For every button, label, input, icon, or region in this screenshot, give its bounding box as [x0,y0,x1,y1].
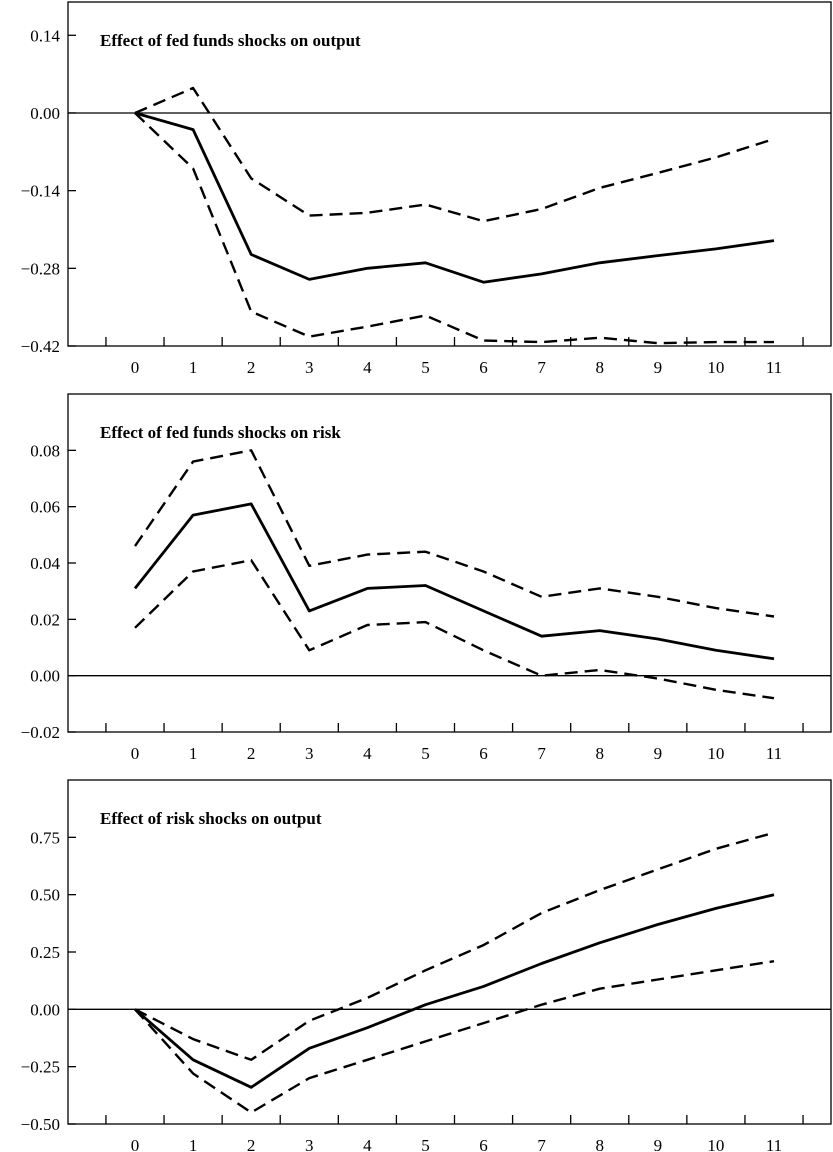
x-tick-label: 0 [131,358,140,377]
chart-title: Effect of fed funds shocks on output [100,31,361,50]
x-tick-label: 2 [247,1136,256,1152]
y-tick-label: 0.50 [30,886,60,905]
chart-panel-2: Effect of fed funds shocks on risk 0.08 0.… [21,393,832,763]
x-tick-label: 3 [305,1136,314,1152]
x-tick-label: 11 [766,744,782,763]
x-tick-label: 9 [654,744,663,763]
y-tick-label: 0.00 [30,104,60,123]
y-tick-label: 0.25 [30,943,60,962]
x-tick-label: 7 [537,1136,546,1152]
x-tick-label: 11 [766,1136,782,1152]
y-tick-label: 0.14 [30,26,60,45]
x-tick-label: 5 [421,744,430,763]
chart-title: Effect of risk shocks on output [100,809,322,828]
x-tick-label: 4 [363,358,372,377]
x-tick-label: 6 [479,358,488,377]
x-tick-label: 9 [654,358,663,377]
plot-frame [67,393,832,733]
y-tick-label: 0.00 [30,1000,60,1019]
plot-frame [67,1,832,347]
y-tick-label: −0.14 [21,182,61,201]
x-tick-label: 5 [421,1136,430,1152]
x-tick-label: 10 [707,744,724,763]
x-tick-label: 8 [595,358,604,377]
y-tick-label: −0.25 [21,1058,60,1077]
x-tick-label: 8 [595,1136,604,1152]
x-tick-label: 1 [189,744,198,763]
y-tick-label: 0.08 [30,441,60,460]
confidence-band-line [134,960,775,1114]
y-tick-label: −0.02 [21,723,60,742]
impulse-response-line [133,502,775,661]
confidence-band-line [134,449,775,618]
chart-panel-3: Effect of risk shocks on output 0.75 0.50 0… [21,779,832,1152]
x-tick-label: 8 [595,744,604,763]
confidence-band-line [134,831,775,1062]
x-tick-label: 6 [479,744,488,763]
x-tick-label: 2 [247,744,256,763]
y-tick-label: −0.28 [21,259,60,278]
plot-frame [67,779,832,1125]
y-tick-label: −0.50 [21,1115,60,1134]
x-tick-label: 3 [305,744,314,763]
x-tick-label: 7 [537,358,546,377]
x-tick-label: 10 [707,1136,724,1152]
x-tick-label: 9 [654,1136,663,1152]
x-tick-label: 0 [131,744,140,763]
x-tick-label: 4 [363,1136,372,1152]
x-tick-label: 10 [707,358,724,377]
y-tick-label: 0.04 [30,554,60,573]
x-tick-label: 4 [363,744,372,763]
impulse-response-line [134,893,775,1089]
x-tick-label: 7 [537,744,546,763]
confidence-band-line [134,112,774,345]
confidence-band-line [134,559,775,700]
x-tick-label: 11 [766,358,782,377]
x-tick-label: 1 [189,358,198,377]
y-tick-label: −0.42 [21,337,60,356]
chart-title: Effect of fed funds shocks on risk [100,423,341,442]
y-tick-label: 0.00 [30,667,60,686]
impulse-response-line [134,111,775,284]
x-tick-label: 0 [131,1136,140,1152]
y-tick-label: 0.02 [30,610,60,629]
chart-panel-1: Effect of fed funds shocks on output 0.14… [21,1,832,377]
x-tick-label: 6 [479,1136,488,1152]
confidence-band-line [134,86,775,223]
y-tick-label: 0.06 [30,498,60,517]
x-tick-label: 2 [247,358,256,377]
y-tick-label: 0.75 [30,828,60,847]
x-tick-label: 1 [189,1136,198,1152]
x-tick-label: 3 [305,358,314,377]
x-tick-label: 5 [421,358,430,377]
